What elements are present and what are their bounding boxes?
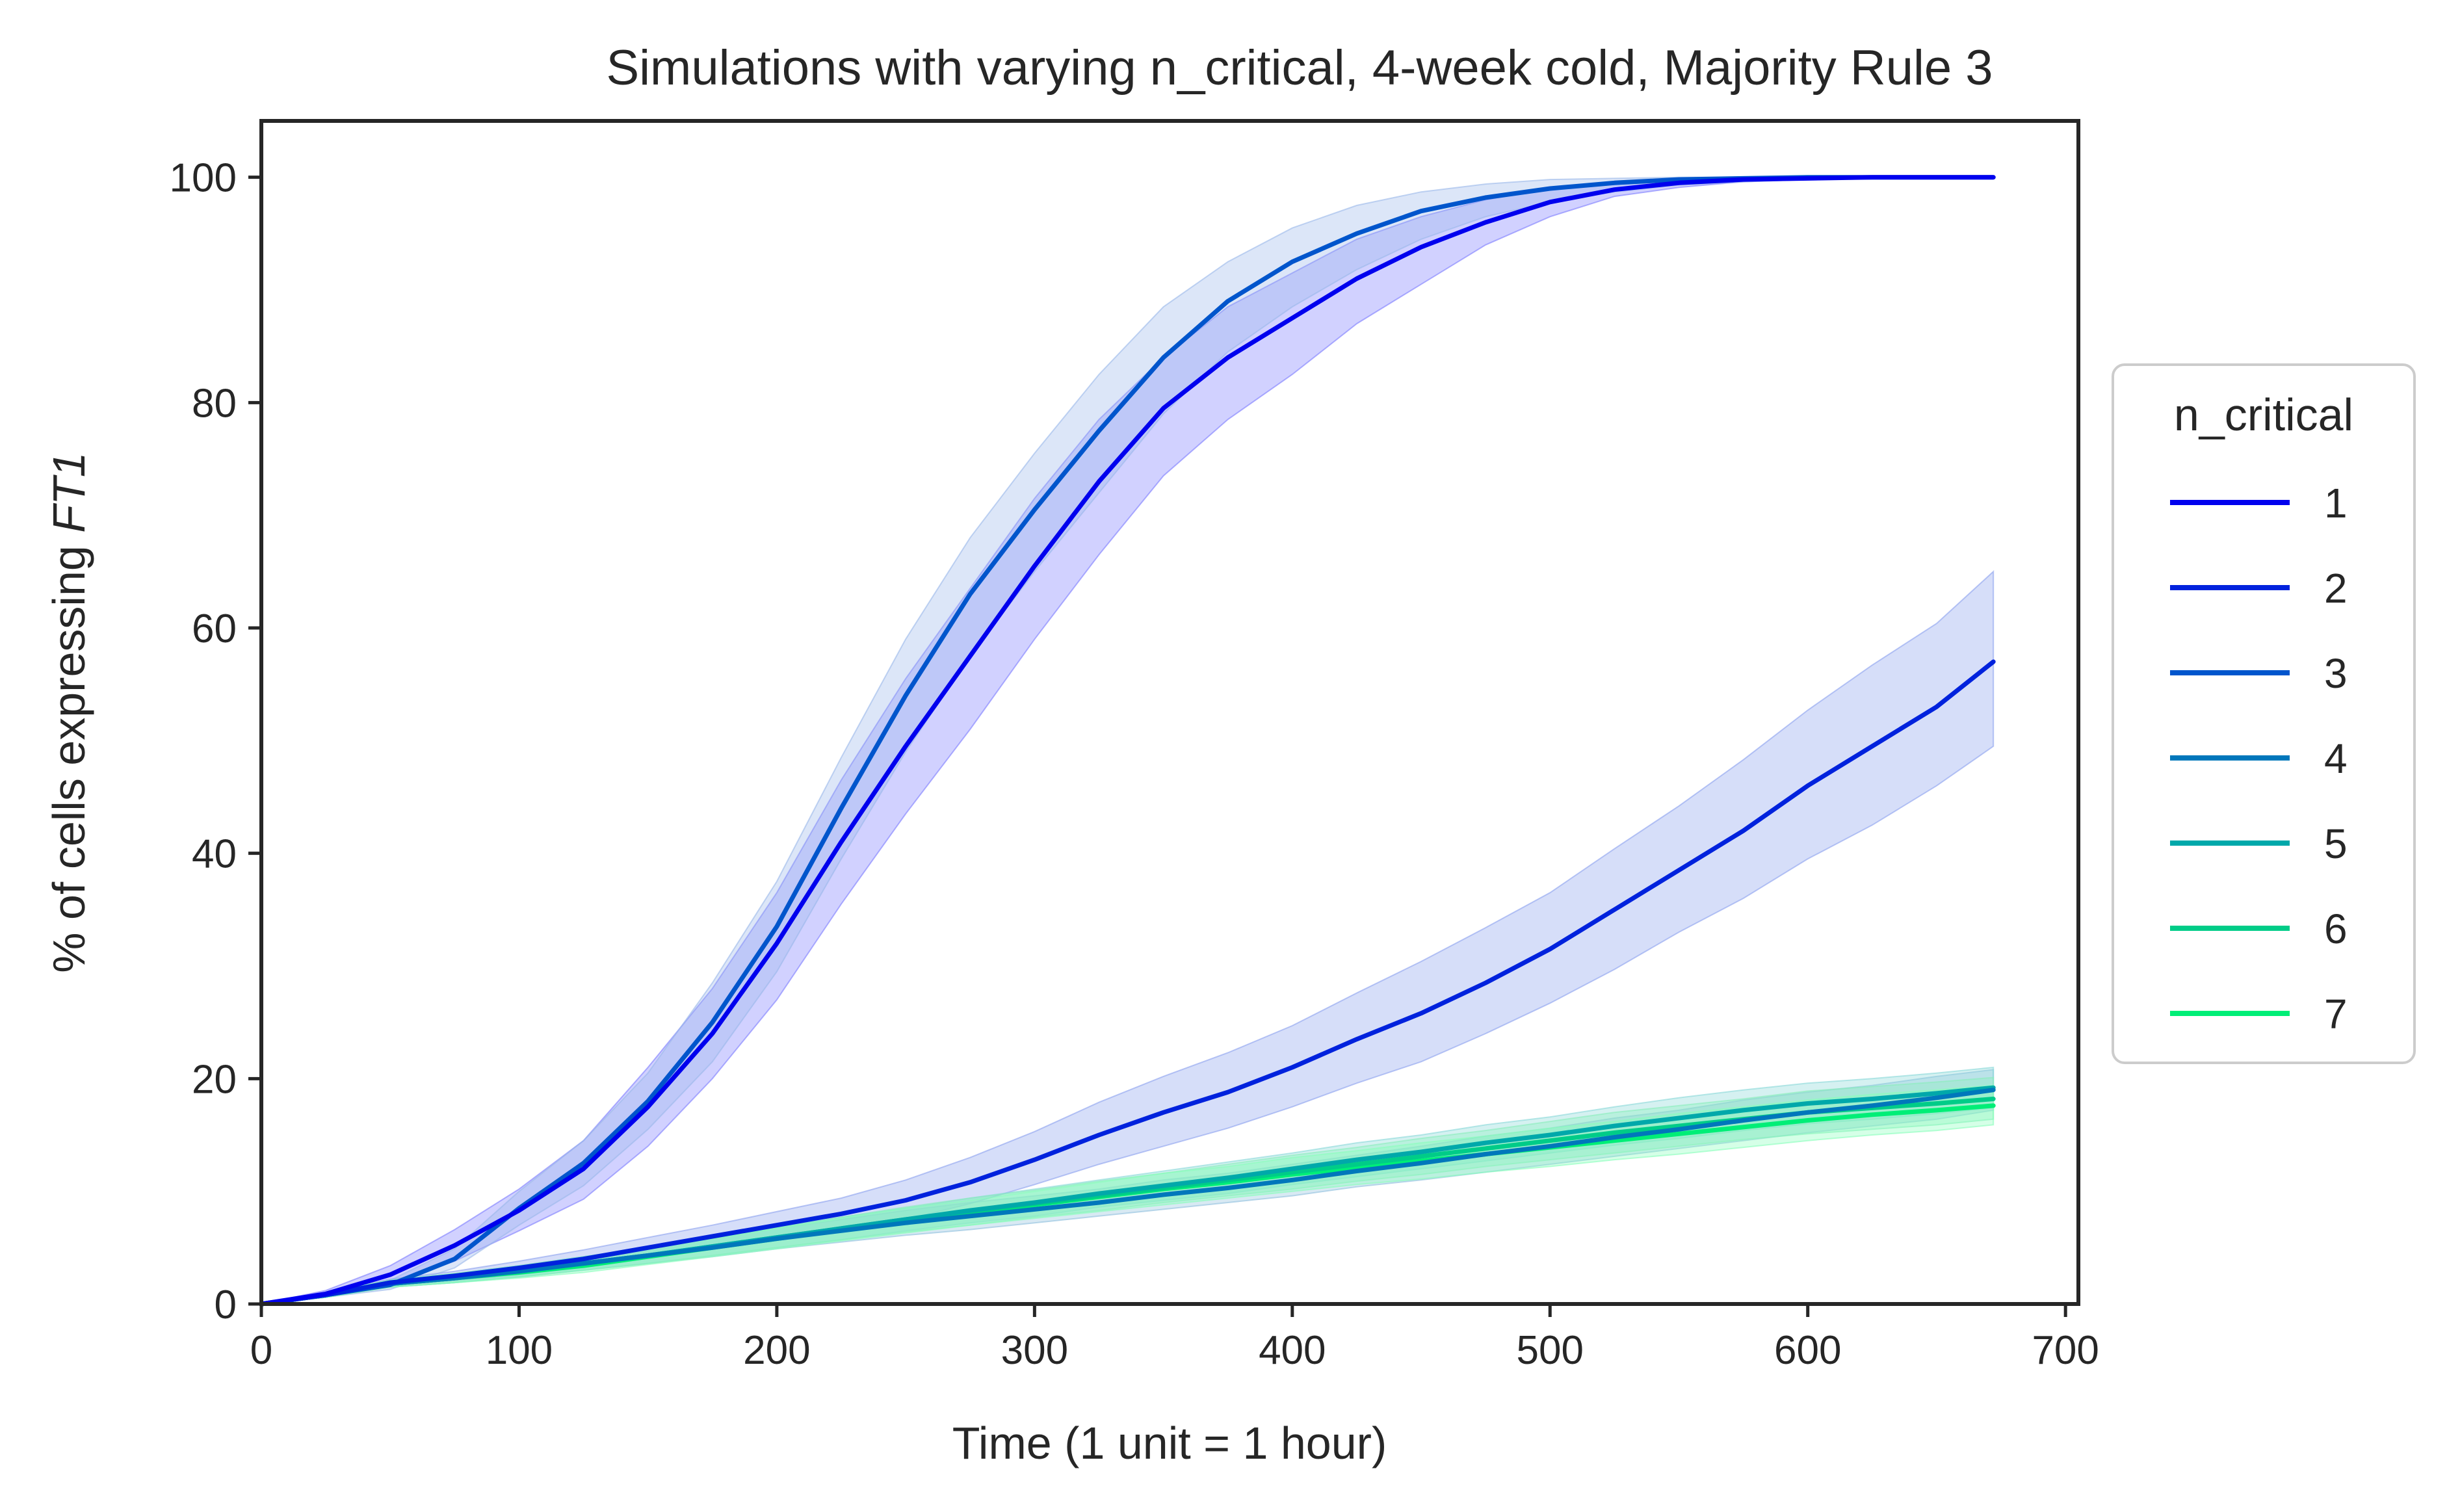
y-tick-label: 80 <box>192 381 237 426</box>
y-tick-label: 40 <box>192 832 237 877</box>
legend-label-7: 7 <box>2324 991 2348 1037</box>
series-line-1 <box>259 175 1996 1307</box>
series-lines <box>259 175 1996 1307</box>
y-tick-label: 100 <box>170 156 237 201</box>
confidence-band-3 <box>261 176 1994 1305</box>
legend-box <box>2112 363 2416 1064</box>
x-tick-label: 700 <box>2032 1328 2099 1373</box>
legend-title: n_critical <box>2174 389 2353 440</box>
chart-title: Simulations with varying n_critical, 4-w… <box>606 40 1993 96</box>
legend-label-5: 5 <box>2324 820 2348 867</box>
series-line-2 <box>259 659 1996 1307</box>
plot-frame <box>259 119 2080 1306</box>
x-tick-label: 400 <box>1259 1328 1326 1373</box>
y-axis-label-prefix: % of cells expressing <box>44 533 94 973</box>
x-tick-label: 300 <box>1001 1328 1068 1373</box>
legend-items: 1 2 3 4 5 6 7 <box>2170 480 2348 1037</box>
x-tick-label: 600 <box>1774 1328 1841 1373</box>
y-tick-label: 60 <box>192 606 237 651</box>
y-axis-ticks: 0 20 40 60 80 100 <box>170 156 261 1327</box>
legend-label-1: 1 <box>2324 480 2348 527</box>
legend-label-2: 2 <box>2324 565 2348 612</box>
series-line-4 <box>259 1088 1996 1307</box>
legend-label-6: 6 <box>2324 906 2348 952</box>
x-tick-label: 200 <box>743 1328 810 1373</box>
legend-label-4: 4 <box>2324 735 2348 782</box>
y-axis-label-gene: FT1 <box>44 452 94 532</box>
x-axis-ticks: 0 100 200 300 400 500 600 700 <box>250 1304 2099 1373</box>
x-axis-label: Time (1 unit = 1 hour) <box>952 1418 1387 1468</box>
y-axis-label: % of cells expressing FT1 <box>44 452 94 972</box>
legend: n_critical 1 2 3 4 5 6 7 <box>2112 363 2416 1064</box>
confidence-band-1 <box>261 176 1994 1305</box>
y-tick-label: 0 <box>215 1283 237 1327</box>
y-tick-label: 20 <box>192 1057 237 1102</box>
legend-label-3: 3 <box>2324 650 2348 697</box>
x-tick-label: 0 <box>250 1328 272 1373</box>
x-tick-label: 100 <box>486 1328 553 1373</box>
x-tick-label: 500 <box>1517 1328 1584 1373</box>
